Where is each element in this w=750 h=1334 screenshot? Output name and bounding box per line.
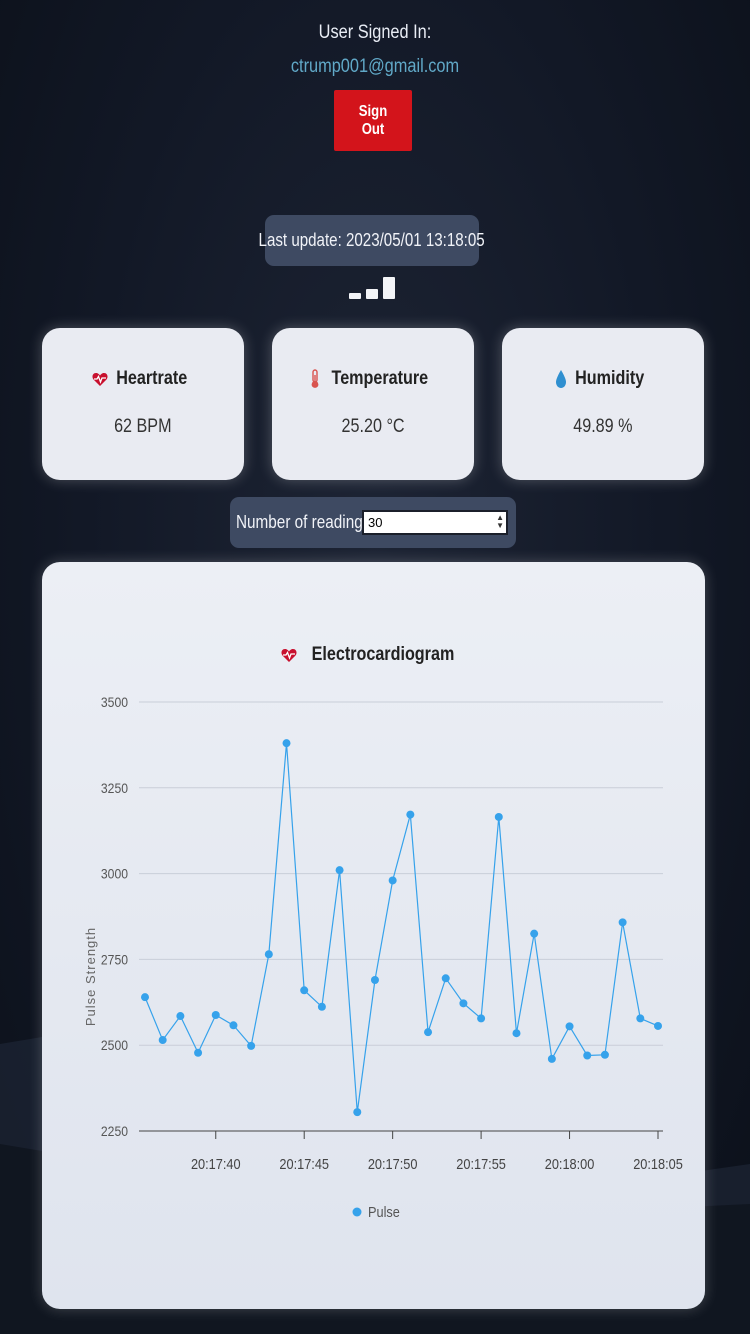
pulse-data-point bbox=[654, 1021, 662, 1030]
pulse-data-point bbox=[406, 810, 415, 819]
y-tick-label: 3500 bbox=[101, 694, 128, 710]
legend-label: Pulse bbox=[368, 1203, 400, 1220]
pulse-data-point bbox=[353, 1108, 362, 1117]
last-update-badge: Last update: 2023/05/01 13:18:05 bbox=[259, 215, 485, 266]
humidity-title: Humidity bbox=[575, 368, 645, 389]
pulse-data-point bbox=[282, 739, 291, 748]
heartrate-value: 62 BPM bbox=[114, 416, 172, 437]
pulse-data-point bbox=[547, 1054, 556, 1063]
y-tick-label: 2250 bbox=[101, 1123, 128, 1139]
pulse-data-point bbox=[300, 986, 309, 995]
x-tick-label: 20:18:05 bbox=[633, 1155, 683, 1172]
y-tick-label: 2750 bbox=[101, 952, 128, 968]
pulse-data-point bbox=[636, 1014, 645, 1023]
signed-in-label: User Signed In: bbox=[318, 22, 432, 43]
x-tick-label: 20:17:45 bbox=[279, 1155, 329, 1172]
pulse-data-point bbox=[494, 812, 503, 821]
temperature-value: 25.20 °C bbox=[341, 416, 405, 437]
water-drop-icon bbox=[556, 370, 567, 388]
heartrate-card: Heartrate 62 BPM bbox=[42, 328, 244, 480]
pulse-data-point bbox=[229, 1021, 238, 1030]
pulse-data-point bbox=[618, 918, 627, 927]
sign-out-button[interactable]: Sign Out bbox=[334, 90, 412, 151]
sign-out-label: Sign Out bbox=[358, 102, 388, 138]
x-tick-label: 20:17:55 bbox=[456, 1155, 506, 1172]
pulse-data-point bbox=[424, 1028, 433, 1037]
y-tick-label: 3250 bbox=[101, 780, 128, 796]
pulse-series-line bbox=[144, 743, 659, 1113]
humidity-card: Humidity 49.89 % bbox=[502, 328, 704, 480]
signal-strength-icon bbox=[349, 277, 399, 299]
temperature-title: Temperature bbox=[331, 368, 428, 389]
readings-input[interactable] bbox=[362, 510, 508, 535]
thermometer-icon bbox=[311, 369, 319, 388]
pulse-data-point bbox=[477, 1014, 486, 1023]
pulse-data-point bbox=[158, 1036, 167, 1045]
ecg-line-chart: 2250 2500 2750 3000 3250 3500 Pulse Strength 20… bbox=[83, 694, 683, 1220]
x-tick-label: 20:17:50 bbox=[368, 1155, 418, 1172]
humidity-value: 49.89 % bbox=[573, 416, 633, 437]
pulse-data-point bbox=[141, 993, 149, 1002]
ecg-chart-card: Electrocardiogram 2250 2500 2750 3000 3250 35… bbox=[42, 562, 705, 1309]
pulse-data-point bbox=[441, 974, 450, 983]
readings-stepper-icon[interactable]: ▲ ▼ bbox=[496, 513, 504, 530]
y-tick-label: 2500 bbox=[101, 1037, 128, 1053]
x-tick-label: 20:17:40 bbox=[191, 1155, 241, 1172]
pulse-data-point bbox=[459, 999, 468, 1008]
readings-control: Number of readings: ▲▼ bbox=[230, 497, 516, 548]
pulse-data-point bbox=[565, 1022, 574, 1031]
pulse-data-point bbox=[211, 1010, 220, 1019]
chart-title: Electrocardiogram bbox=[42, 644, 705, 666]
heartrate-title: Heartrate bbox=[116, 368, 188, 389]
temperature-card: Temperature 25.20 °C bbox=[272, 328, 474, 480]
heart-pulse-icon bbox=[92, 372, 108, 386]
pulse-data-point bbox=[264, 950, 273, 959]
x-tick-label: 20:18:00 bbox=[545, 1155, 595, 1172]
pulse-data-point bbox=[388, 876, 397, 885]
pulse-data-point bbox=[194, 1048, 203, 1057]
pulse-data-point bbox=[530, 929, 539, 938]
y-axis-title: Pulse Strength bbox=[83, 927, 98, 1026]
readings-label: Number of readings: bbox=[236, 512, 375, 532]
pulse-data-point bbox=[600, 1050, 609, 1059]
pulse-data-point bbox=[317, 1002, 326, 1011]
pulse-data-point bbox=[335, 866, 344, 875]
y-tick-label: 3000 bbox=[101, 866, 128, 882]
chart-title-text: Electrocardiogram bbox=[311, 644, 454, 665]
pulse-data-point bbox=[512, 1029, 521, 1038]
pulse-data-point bbox=[176, 1012, 185, 1021]
pulse-data-point bbox=[370, 975, 379, 984]
legend-marker bbox=[352, 1207, 362, 1217]
user-email: ctrump001@gmail.com bbox=[290, 56, 460, 77]
pulse-data-point bbox=[583, 1051, 592, 1060]
pulse-data-point bbox=[247, 1041, 256, 1050]
heart-pulse-icon bbox=[281, 648, 297, 662]
last-update-text: Last update: 2023/05/01 13:18:05 bbox=[258, 230, 486, 250]
